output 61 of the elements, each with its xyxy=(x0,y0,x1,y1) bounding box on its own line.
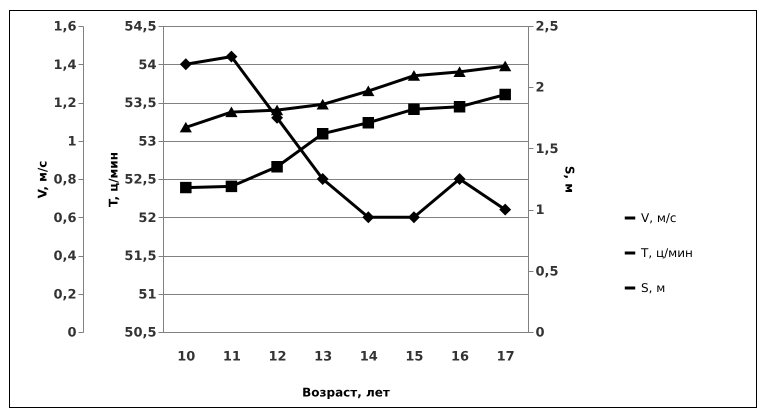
y2-tick-label: 1,5 xyxy=(536,142,559,157)
y3-tick-label: 1,2 xyxy=(53,96,76,111)
point xyxy=(226,50,238,62)
y-tick-label: 53,5 xyxy=(124,96,156,111)
x-tick-label: 13 xyxy=(314,350,332,364)
y-axis-title: T, ц/мин xyxy=(106,152,120,207)
y2-tick-label: 0 xyxy=(536,326,545,340)
x-axis-title: Возраст, лет xyxy=(302,386,390,400)
point xyxy=(180,122,192,132)
y3-tick-label: 0 xyxy=(67,326,76,340)
point xyxy=(316,173,328,185)
point xyxy=(180,58,192,70)
y3-tick-label: 0,4 xyxy=(53,249,76,264)
x-tick-label: 10 xyxy=(177,350,196,364)
point xyxy=(454,66,466,77)
x-tick-label: 11 xyxy=(222,350,241,364)
point xyxy=(362,86,374,96)
y3-tick-label: 0,2 xyxy=(53,287,76,302)
y2-tick-label: 0,5 xyxy=(536,264,559,280)
y3-tick-label: 1,4 xyxy=(53,58,76,73)
y3-tick-label: 0,8 xyxy=(53,172,76,188)
point xyxy=(362,116,374,128)
y2-axis-title: S, м xyxy=(562,166,577,194)
y2-tick-label: 2,5 xyxy=(536,20,559,34)
point xyxy=(226,107,238,118)
y2-tick-label: 1 xyxy=(536,203,545,218)
x-tick-label: 17 xyxy=(496,350,515,364)
point xyxy=(408,103,420,115)
point xyxy=(316,99,328,110)
x-tick-label: 14 xyxy=(360,350,378,364)
point xyxy=(226,180,238,192)
point xyxy=(454,101,466,113)
y-tick-label: 51,5 xyxy=(124,249,156,264)
legend-label: V, м/с xyxy=(641,211,677,225)
point xyxy=(454,173,466,185)
y-tick-label: 52,5 xyxy=(124,172,156,188)
legend-label: T, ц/мин xyxy=(640,246,693,260)
y3-tick-label: 1,6 xyxy=(53,20,76,34)
y-tick-label: 52 xyxy=(138,210,156,226)
point xyxy=(408,70,420,81)
y-tick-label: 54 xyxy=(138,58,156,73)
y-tick-label: 51 xyxy=(138,287,156,302)
legend-label: S, м xyxy=(641,281,666,295)
point xyxy=(408,212,420,223)
x-tick-label: 16 xyxy=(451,350,470,364)
point xyxy=(499,204,511,216)
x-tick-label: 15 xyxy=(405,350,424,364)
y2-tick-label: 2 xyxy=(536,80,545,96)
y-tick-label: 53 xyxy=(138,134,156,150)
point xyxy=(499,61,511,72)
point xyxy=(180,182,192,194)
x-tick-label: 12 xyxy=(268,350,287,364)
point xyxy=(316,128,328,140)
y3-tick-label: 0,6 xyxy=(53,210,76,226)
y3-axis-title: V, м/с xyxy=(35,160,50,198)
point xyxy=(362,212,374,223)
y-tick-label: 54,5 xyxy=(124,20,156,34)
y-tick-label: 50,5 xyxy=(124,326,156,340)
y3-tick-label: 1 xyxy=(67,134,76,150)
point xyxy=(499,88,511,100)
point xyxy=(271,161,283,173)
